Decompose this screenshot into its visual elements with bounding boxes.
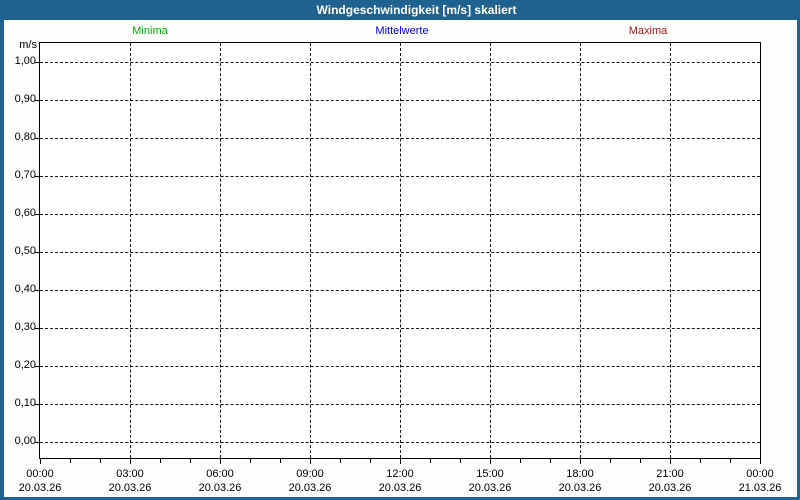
x-axis-tick: [310, 459, 311, 464]
y-tick-label: 0,70: [14, 169, 36, 181]
x-axis-tick: [130, 459, 131, 464]
x-time-label: 00:00: [746, 468, 774, 480]
x-axis-tick: [100, 459, 101, 463]
x-axis-tick: [520, 459, 521, 463]
x-axis-tick: [610, 459, 611, 463]
x-time-label: 00:00: [26, 468, 54, 480]
x-axis-tick: [670, 459, 671, 464]
x-date-label: 20.03.26: [558, 482, 602, 494]
x-date-label: 20.03.26: [468, 482, 512, 494]
x-time-label: 21:00: [656, 468, 684, 480]
y-tick-label: 0,30: [14, 321, 36, 333]
x-axis-tick: [70, 459, 71, 463]
x-axis-tick: [220, 459, 221, 464]
y-tick-label: 0,90: [14, 93, 36, 105]
vertical-gridline: [400, 43, 401, 458]
y-tick-label: 0,10: [14, 397, 36, 409]
x-date-label: 20.03.26: [18, 482, 62, 494]
y-axis-unit-label: m/s: [19, 39, 37, 51]
x-axis-tick: [460, 459, 461, 463]
x-time-label: 12:00: [386, 468, 414, 480]
window-frame-left: [0, 20, 4, 500]
x-axis-tick: [430, 459, 431, 463]
legend-item-minima: Minima: [132, 25, 168, 37]
window-frame-right: [797, 20, 800, 500]
title-bar: Windgeschwindigkeit [m/s] skaliert: [0, 0, 800, 20]
y-axis-tick: [35, 290, 39, 291]
y-tick-label: 0,20: [14, 359, 36, 371]
x-date-label: 20.03.26: [108, 482, 152, 494]
x-date-label: 21.03.26: [738, 482, 782, 494]
x-axis-tick: [700, 459, 701, 463]
x-date-label: 20.03.26: [378, 482, 422, 494]
window-frame-bottom: [0, 497, 800, 500]
x-axis-tick: [370, 459, 371, 463]
y-tick-label: 1,00: [14, 55, 36, 67]
y-axis-tick: [35, 252, 39, 253]
y-axis-tick: [35, 404, 39, 405]
page-title: Windgeschwindigkeit [m/s] skaliert: [316, 3, 517, 17]
x-time-label: 03:00: [116, 468, 144, 480]
x-axis-tick: [400, 459, 401, 464]
legend-item-mittelwerte: Mittelwerte: [375, 25, 429, 37]
vertical-gridline: [310, 43, 311, 458]
x-date-label: 20.03.26: [288, 482, 332, 494]
vertical-gridline: [220, 43, 221, 458]
vertical-gridline: [670, 43, 671, 458]
x-axis-tick: [550, 459, 551, 463]
x-time-label: 18:00: [566, 468, 594, 480]
y-axis-tick: [35, 100, 39, 101]
x-axis-tick: [160, 459, 161, 463]
x-axis-tick: [250, 459, 251, 463]
y-axis-tick: [35, 214, 39, 215]
plot-area: [39, 42, 761, 459]
x-time-label: 09:00: [296, 468, 324, 480]
y-tick-label: 0,60: [14, 207, 36, 219]
x-axis-tick: [280, 459, 281, 463]
y-tick-label: 0,40: [14, 283, 36, 295]
y-axis-tick: [35, 442, 39, 443]
x-time-label: 06:00: [206, 468, 234, 480]
x-axis-tick: [640, 459, 641, 463]
x-date-label: 20.03.26: [198, 482, 242, 494]
x-axis-tick: [490, 459, 491, 464]
x-date-label: 20.03.26: [648, 482, 692, 494]
x-axis-tick: [340, 459, 341, 463]
x-axis-tick: [40, 459, 41, 464]
x-axis-tick: [580, 459, 581, 464]
y-tick-label: 0,50: [14, 245, 36, 257]
y-tick-label: 0,00: [14, 435, 36, 447]
x-time-label: 15:00: [476, 468, 504, 480]
y-axis-tick: [35, 176, 39, 177]
y-axis-tick: [35, 328, 39, 329]
y-axis-tick: [35, 62, 39, 63]
y-axis-tick: [35, 138, 39, 139]
x-axis-tick: [730, 459, 731, 463]
x-axis-tick: [760, 459, 761, 464]
legend-item-maxima: Maxima: [628, 25, 668, 37]
vertical-gridline: [490, 43, 491, 458]
vertical-gridline: [130, 43, 131, 458]
y-axis-tick: [35, 366, 39, 367]
x-axis-tick: [190, 459, 191, 463]
y-tick-label: 0,80: [14, 131, 36, 143]
vertical-gridline: [580, 43, 581, 458]
